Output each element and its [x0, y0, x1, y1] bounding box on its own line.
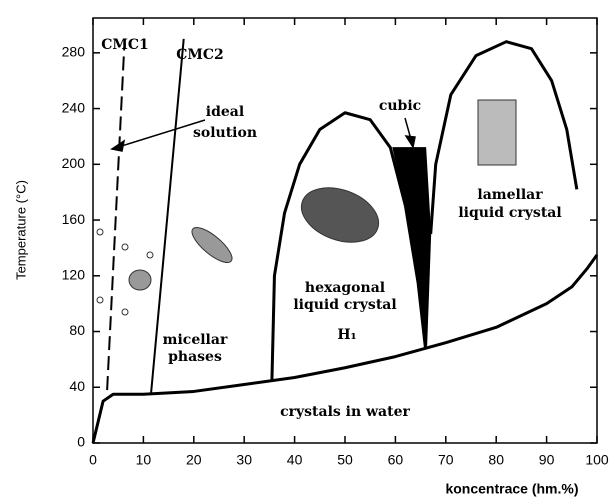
annotation: crystals in water: [280, 404, 410, 420]
x-tick-label: 70: [438, 452, 454, 468]
y-tick-label: 80: [69, 322, 85, 338]
y-tick-label: 160: [62, 211, 86, 227]
x-tick-label: 30: [236, 452, 252, 468]
x-tick-label: 0: [89, 452, 97, 468]
y-tick-label: 0: [77, 434, 85, 450]
x-tick-label: 20: [186, 452, 202, 468]
x-axis-label: koncentrace (hm.%): [445, 481, 578, 497]
annotation: hexagonal: [305, 280, 385, 296]
rod-micelle: [187, 222, 237, 268]
annotation: H₁: [337, 327, 356, 343]
annotation: liquid crystal: [293, 297, 396, 313]
x-tick-label: 50: [337, 452, 353, 468]
annotation: phases: [168, 349, 222, 365]
annotation: cubic: [379, 98, 421, 114]
x-tick-label: 10: [136, 452, 152, 468]
hexagonal-bundle: [294, 178, 386, 252]
x-tick-label: 90: [539, 452, 555, 468]
y-axis-label: Temperature (°C): [13, 180, 28, 280]
y-tick-label: 240: [62, 99, 86, 115]
surfactant: [122, 309, 128, 315]
y-tick-label: 280: [62, 44, 86, 60]
arrow-head: [112, 141, 124, 151]
arrows: [112, 118, 415, 151]
phase-boundary: [107, 47, 124, 390]
y-tick-label: 120: [62, 266, 86, 282]
surfactant: [97, 297, 103, 303]
surfactant: [122, 244, 128, 250]
annotation: CMC1: [101, 37, 149, 53]
x-tick-label: 100: [585, 452, 609, 468]
x-tick-label: 40: [287, 452, 303, 468]
surfactant: [147, 252, 153, 258]
surfactant: [97, 229, 103, 235]
annotation: solution: [193, 125, 257, 141]
x-tick-label: 80: [488, 452, 504, 468]
annotation: CMC2: [176, 47, 224, 63]
arrow-head: [406, 136, 415, 147]
y-tick-label: 200: [62, 155, 86, 171]
arrow: [112, 120, 205, 149]
annotation: lamellar: [477, 187, 543, 203]
annotation: micellar: [163, 332, 228, 348]
chart: Temperature (°C) koncentrace (hm.%) 0 10 2…: [0, 0, 615, 500]
page: Temperature (°C) koncentrace (hm.%) 0 10 2…: [0, 0, 615, 504]
x-tick-label: 60: [388, 452, 404, 468]
y-tick-label: 40: [69, 378, 85, 394]
annotation: liquid crystal: [458, 205, 561, 221]
micelle: [129, 270, 151, 290]
annotation: ideal: [206, 104, 244, 120]
lamellar-stack: [478, 100, 516, 165]
